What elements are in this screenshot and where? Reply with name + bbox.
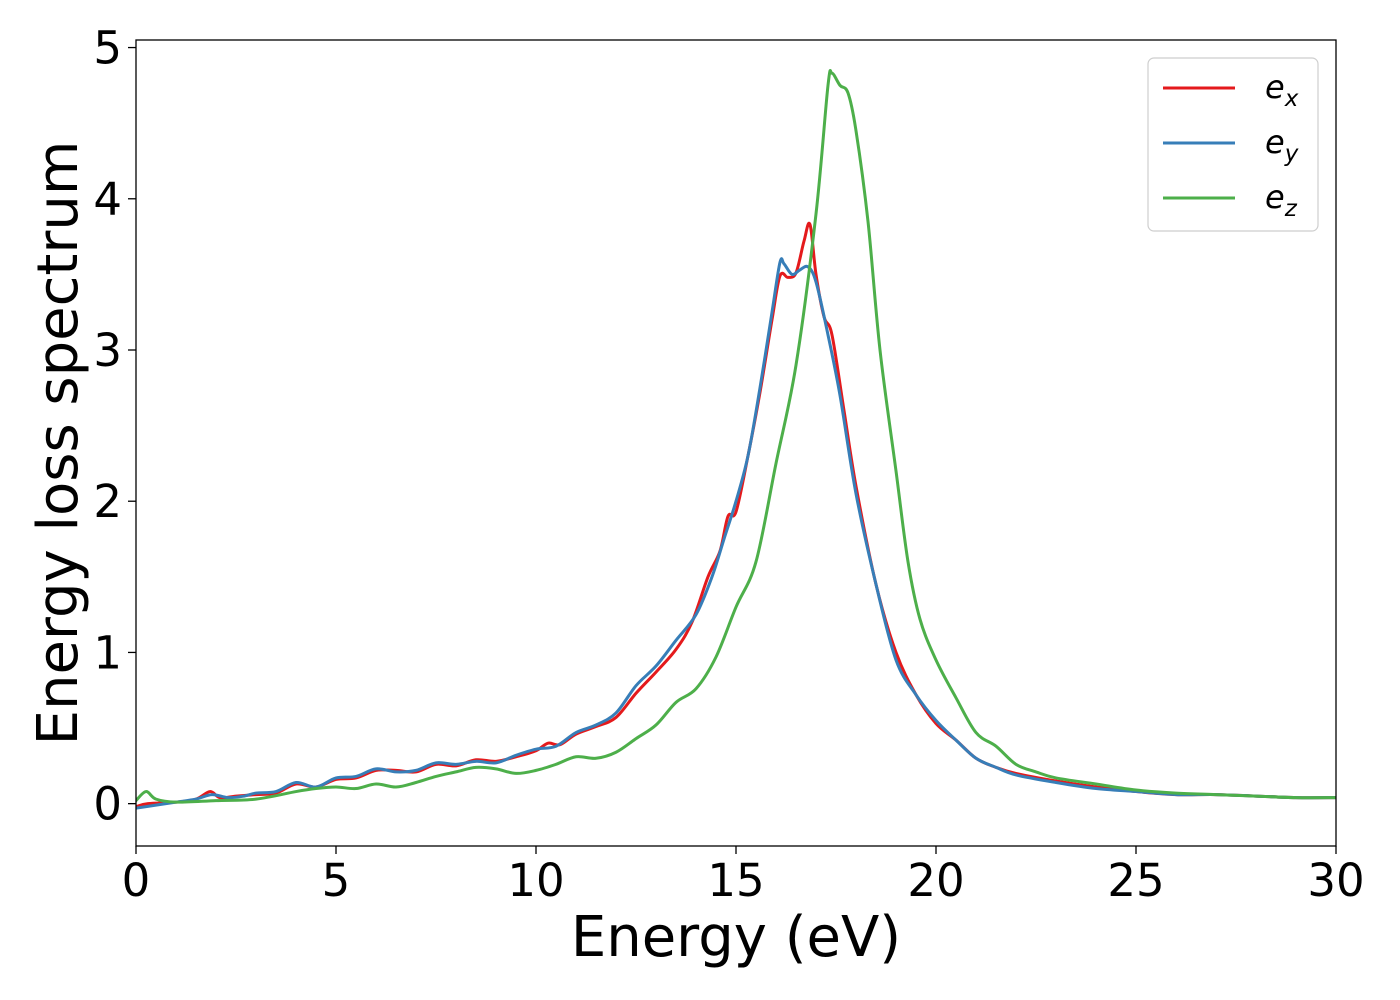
legend: ex ey ez	[1147, 57, 1319, 232]
legend-label-e-y: ey	[1265, 123, 1299, 167]
y-axis-label: Energy loss spectrum	[26, 141, 91, 746]
series-line-e-z	[136, 69, 1336, 804]
y-tick-label: 5	[93, 22, 122, 75]
legend-label-e-x: ex	[1265, 68, 1299, 112]
x-tick-label: 20	[907, 854, 964, 907]
x-axis: 0 5 10 15 20 25 30	[122, 846, 1365, 907]
y-tick-label: 2	[93, 475, 122, 528]
y-tick-label: 0	[93, 778, 122, 831]
x-tick-label: 0	[122, 854, 151, 907]
legend-label-e-z: ez	[1265, 178, 1298, 222]
series-layer	[136, 69, 1336, 810]
y-tick-label: 4	[93, 173, 122, 226]
x-tick-label: 15	[707, 854, 764, 907]
y-axis: 0 1 2 3 4 5	[93, 22, 136, 831]
x-axis-label: Energy (eV)	[571, 905, 901, 970]
plot-area	[136, 40, 1336, 846]
x-tick-label: 30	[1307, 854, 1364, 907]
x-tick-label: 25	[1107, 854, 1164, 907]
series-line-e-y	[136, 257, 1336, 810]
x-tick-label: 5	[322, 854, 351, 907]
y-tick-label: 3	[93, 324, 122, 377]
x-tick-label: 10	[507, 854, 564, 907]
y-tick-label: 1	[93, 626, 122, 679]
